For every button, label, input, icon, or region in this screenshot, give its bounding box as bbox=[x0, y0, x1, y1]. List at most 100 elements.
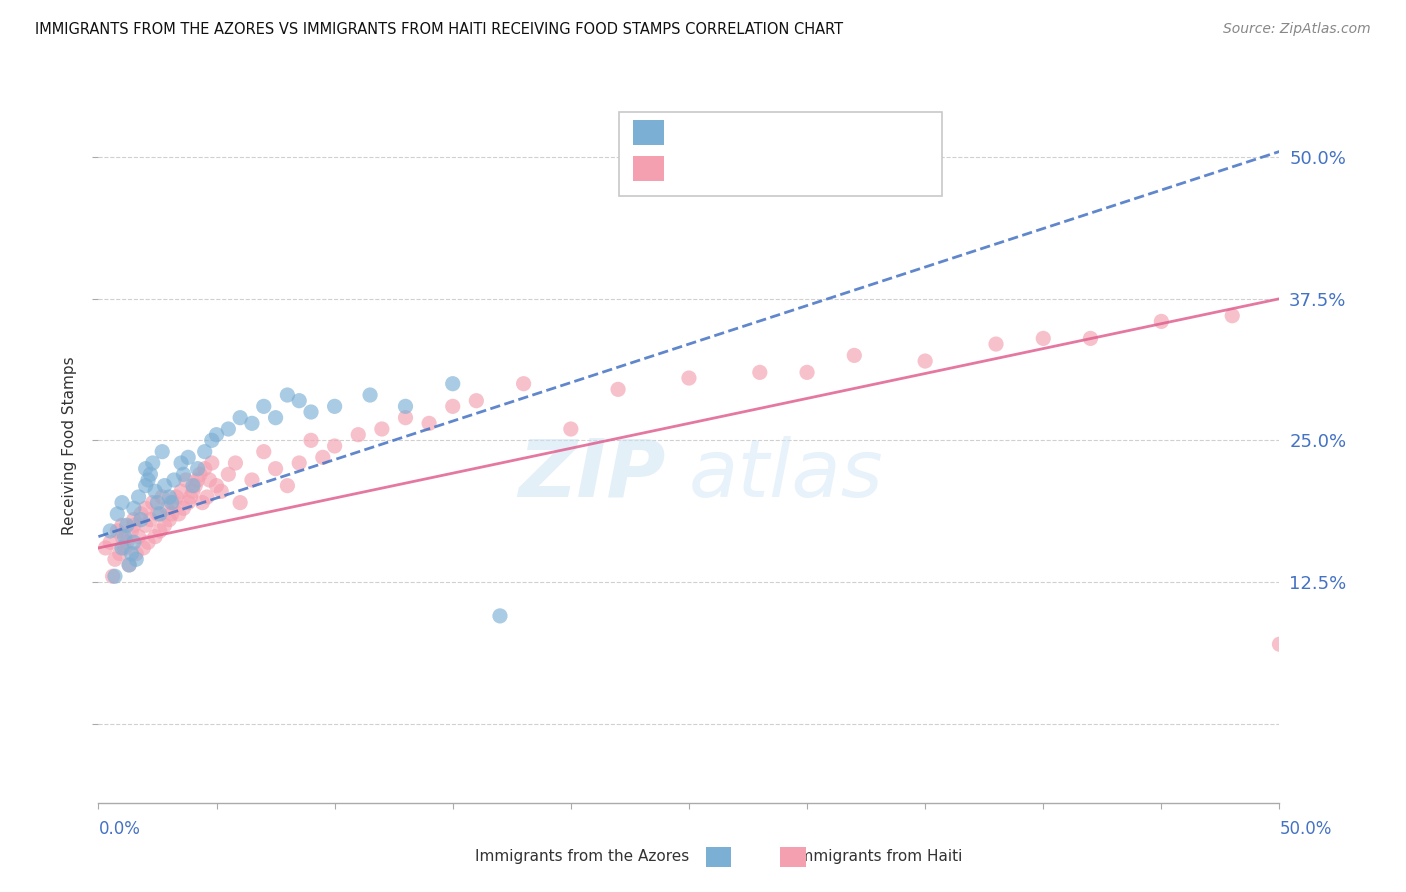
Text: 50.0%: 50.0% bbox=[1279, 820, 1331, 838]
Point bbox=[163, 473, 186, 487]
Text: Immigrants from Haiti: Immigrants from Haiti bbox=[794, 849, 963, 863]
Point bbox=[157, 490, 180, 504]
Point bbox=[209, 484, 232, 499]
Point bbox=[217, 467, 239, 482]
Point bbox=[139, 513, 162, 527]
Point bbox=[143, 530, 166, 544]
Point bbox=[201, 434, 224, 448]
Point bbox=[844, 348, 866, 362]
Point bbox=[394, 410, 416, 425]
Point bbox=[129, 507, 152, 521]
Point bbox=[205, 478, 228, 492]
Point bbox=[150, 490, 173, 504]
Point bbox=[132, 541, 155, 555]
Point bbox=[359, 388, 381, 402]
Point bbox=[177, 450, 200, 465]
Point bbox=[1150, 314, 1173, 328]
Point bbox=[98, 535, 121, 549]
Text: IMMIGRANTS FROM THE AZORES VS IMMIGRANTS FROM HAITI RECEIVING FOOD STAMPS CORREL: IMMIGRANTS FROM THE AZORES VS IMMIGRANTS… bbox=[35, 22, 844, 37]
Point bbox=[1220, 309, 1243, 323]
Point bbox=[184, 478, 207, 492]
Point bbox=[172, 501, 194, 516]
Point bbox=[104, 569, 127, 583]
Point bbox=[135, 478, 157, 492]
Point bbox=[187, 461, 209, 475]
Point bbox=[115, 518, 138, 533]
Point bbox=[195, 490, 218, 504]
Point bbox=[174, 473, 197, 487]
Point bbox=[172, 467, 194, 482]
Text: 0.0%: 0.0% bbox=[98, 820, 141, 838]
Point bbox=[748, 365, 770, 379]
Point bbox=[489, 608, 512, 623]
Point bbox=[323, 400, 346, 414]
Point bbox=[441, 400, 464, 414]
Point bbox=[560, 422, 582, 436]
Point bbox=[115, 535, 138, 549]
Point bbox=[1080, 331, 1102, 345]
Point bbox=[156, 501, 179, 516]
Point bbox=[143, 484, 166, 499]
Point bbox=[139, 467, 162, 482]
Point bbox=[177, 495, 200, 509]
Point bbox=[136, 473, 159, 487]
Point bbox=[180, 490, 202, 504]
Point bbox=[142, 495, 165, 509]
Point bbox=[418, 417, 440, 431]
Point bbox=[323, 439, 346, 453]
Point bbox=[288, 393, 311, 408]
Point bbox=[94, 541, 117, 555]
Point bbox=[160, 495, 183, 509]
Point bbox=[108, 547, 131, 561]
Text: R = 0.412   N = 81: R = 0.412 N = 81 bbox=[678, 163, 848, 181]
Point bbox=[205, 427, 228, 442]
Y-axis label: Receiving Food Stamps: Receiving Food Stamps bbox=[62, 357, 77, 535]
Point bbox=[136, 535, 159, 549]
Point bbox=[201, 456, 224, 470]
Point bbox=[105, 524, 128, 538]
Point bbox=[512, 376, 534, 391]
Point bbox=[1032, 331, 1054, 345]
Point bbox=[118, 558, 141, 572]
Point bbox=[149, 524, 172, 538]
Point bbox=[229, 495, 252, 509]
Point bbox=[104, 552, 127, 566]
Point bbox=[142, 456, 165, 470]
Point bbox=[101, 569, 124, 583]
Point bbox=[181, 478, 204, 492]
Point bbox=[163, 495, 186, 509]
Point bbox=[153, 518, 176, 533]
Point bbox=[165, 490, 187, 504]
Point bbox=[112, 530, 135, 544]
Point bbox=[194, 461, 217, 475]
Point bbox=[122, 535, 145, 549]
Point bbox=[167, 507, 190, 521]
Text: Source: ZipAtlas.com: Source: ZipAtlas.com bbox=[1223, 22, 1371, 37]
Point bbox=[276, 388, 298, 402]
Text: R = 0.235   N = 48: R = 0.235 N = 48 bbox=[678, 128, 848, 145]
Point bbox=[198, 473, 221, 487]
Point bbox=[191, 495, 214, 509]
Point bbox=[607, 383, 630, 397]
Point bbox=[146, 495, 169, 509]
Point bbox=[224, 456, 246, 470]
Point bbox=[135, 501, 157, 516]
Text: Immigrants from the Azores: Immigrants from the Azores bbox=[475, 849, 689, 863]
Point bbox=[121, 547, 143, 561]
Point bbox=[111, 495, 134, 509]
Point bbox=[170, 484, 193, 499]
Point bbox=[105, 507, 128, 521]
Point bbox=[371, 422, 394, 436]
Point bbox=[299, 405, 322, 419]
Point bbox=[441, 376, 464, 391]
Point bbox=[288, 456, 311, 470]
Point bbox=[128, 530, 150, 544]
Point bbox=[125, 552, 148, 566]
Point bbox=[914, 354, 936, 368]
Point bbox=[240, 473, 263, 487]
Point bbox=[312, 450, 335, 465]
Point bbox=[160, 507, 183, 521]
Point bbox=[98, 524, 121, 538]
Point bbox=[125, 547, 148, 561]
Text: ZIP: ZIP bbox=[517, 435, 665, 514]
